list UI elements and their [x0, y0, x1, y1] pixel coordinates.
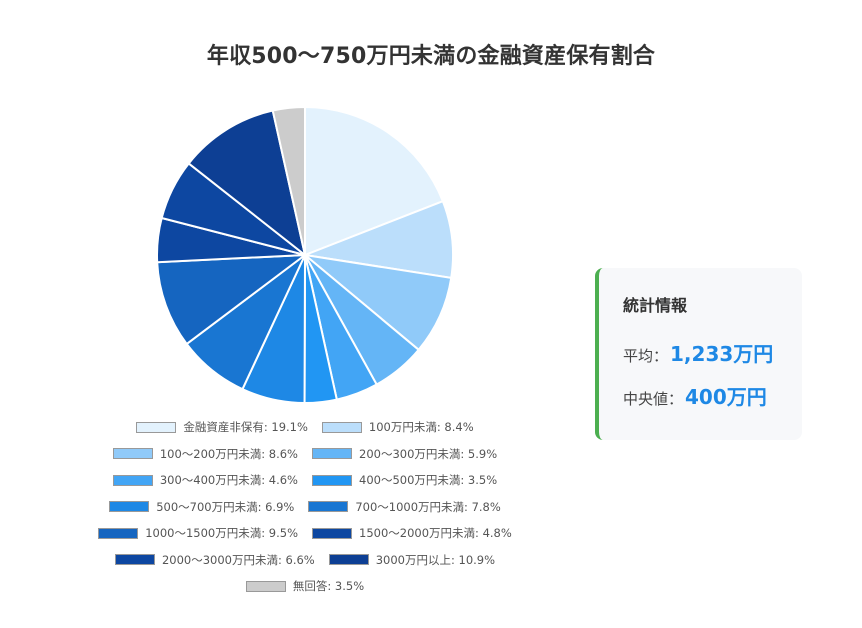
legend-label: 2000〜3000万円未満: 6.6% [161, 552, 315, 567]
legend-label: 1500〜2000万円未満: 4.8% [359, 526, 512, 541]
legend-swatch [312, 474, 352, 486]
legend-label: 100〜200万円未満: 8.6% [159, 446, 298, 461]
legend-item[interactable]: 1000〜1500万円未満: 9.5% [98, 525, 298, 541]
pie-slice [156, 253, 309, 346]
chart-legend: 金融資産非保有: 19.1% 100万円未満: 8.4% 100〜200万円未満: … [95, 414, 515, 600]
legend-label: 400〜500万円未満: 3.5% [359, 473, 498, 488]
legend-item[interactable]: 1500〜2000万円未満: 4.8% [312, 525, 512, 541]
legend-swatch [112, 448, 153, 460]
legend-label: 200〜300万円未満: 5.9% [359, 446, 498, 461]
legend-row: 100〜200万円未満: 8.6% 200〜300万円未満: 5.9% [95, 441, 515, 468]
legend-swatch [114, 554, 155, 566]
stat-median: 中央値： 400万円 [623, 381, 802, 410]
average-value: 1,233万円 [670, 342, 774, 366]
legend-swatch [321, 421, 362, 433]
legend-row: 500〜700万円未満: 6.9% 700〜1000万円未満: 7.8% [95, 494, 515, 521]
pie-svg [156, 105, 454, 405]
legend-item[interactable]: 3000万円以上: 10.9% [328, 552, 496, 568]
legend-row: 金融資産非保有: 19.1% 100万円未満: 8.4% [95, 414, 515, 441]
legend-label: 500〜700万円未満: 6.9% [156, 499, 295, 514]
legend-item[interactable]: 2000〜3000万円未満: 6.6% [114, 552, 315, 568]
legend-item[interactable]: 300〜400万円未満: 4.6% [112, 472, 298, 488]
pie-slice [271, 105, 306, 256]
legend-item[interactable]: 100万円未満: 8.4% [321, 419, 474, 435]
stats-heading: 統計情報 [623, 296, 688, 315]
legend-row: 無回答: 3.5% [95, 573, 515, 600]
legend-item[interactable]: 金融資産非保有: 19.1% [136, 419, 308, 435]
legend-label: 700〜1000万円未満: 7.8% [355, 499, 501, 514]
legend-swatch [98, 527, 139, 539]
legend-item[interactable]: 100〜200万円未満: 8.6% [112, 446, 298, 462]
legend-swatch [308, 501, 349, 513]
legend-label: 無回答: 3.5% [292, 579, 365, 594]
legend-row: 2000〜3000万円未満: 6.6% 3000万円以上: 10.9% [95, 547, 515, 574]
legend-item[interactable]: 500〜700万円未満: 6.9% [109, 499, 294, 515]
legend-label: 100万円未満: 8.4% [368, 420, 474, 435]
legend-item[interactable]: 無回答: 3.5% [245, 578, 365, 594]
legend-row: 1000〜1500万円未満: 9.5% 1500〜2000万円未満: 4.8% [95, 520, 515, 547]
legend-item[interactable]: 700〜1000万円未満: 7.8% [308, 499, 501, 515]
legend-label: 1000〜1500万円未満: 9.5% [145, 526, 298, 541]
stats-panel: 統計情報 平均： 1,233万円 中央値： 400万円 [595, 268, 802, 440]
legend-swatch [136, 421, 177, 433]
legend-swatch [312, 527, 352, 539]
legend-swatch [328, 554, 369, 566]
legend-label: 300〜400万円未満: 4.6% [159, 473, 298, 488]
legend-label: 金融資産非保有: 19.1% [183, 420, 308, 435]
pie-chart [155, 105, 455, 405]
pie-slice [187, 109, 307, 258]
legend-swatch [112, 474, 153, 486]
median-value: 400万円 [685, 385, 767, 409]
legend-swatch [312, 448, 352, 460]
chart-title: 年収500〜750万円未満の金融資産保有割合 [206, 44, 656, 69]
legend-item[interactable]: 200〜300万円未満: 5.9% [312, 446, 497, 462]
stat-average: 平均： 1,233万円 [623, 338, 802, 367]
legend-swatch [245, 580, 286, 592]
median-label: 中央値： [623, 390, 684, 408]
pie-slice [304, 105, 445, 257]
average-label: 平均： [623, 347, 669, 365]
legend-label: 3000万円以上: 10.9% [375, 552, 496, 567]
legend-swatch [109, 501, 150, 513]
legend-row: 300〜400万円未満: 4.6% 400〜500万円未満: 3.5% [95, 467, 515, 494]
legend-item[interactable]: 400〜500万円未満: 3.5% [312, 472, 497, 488]
